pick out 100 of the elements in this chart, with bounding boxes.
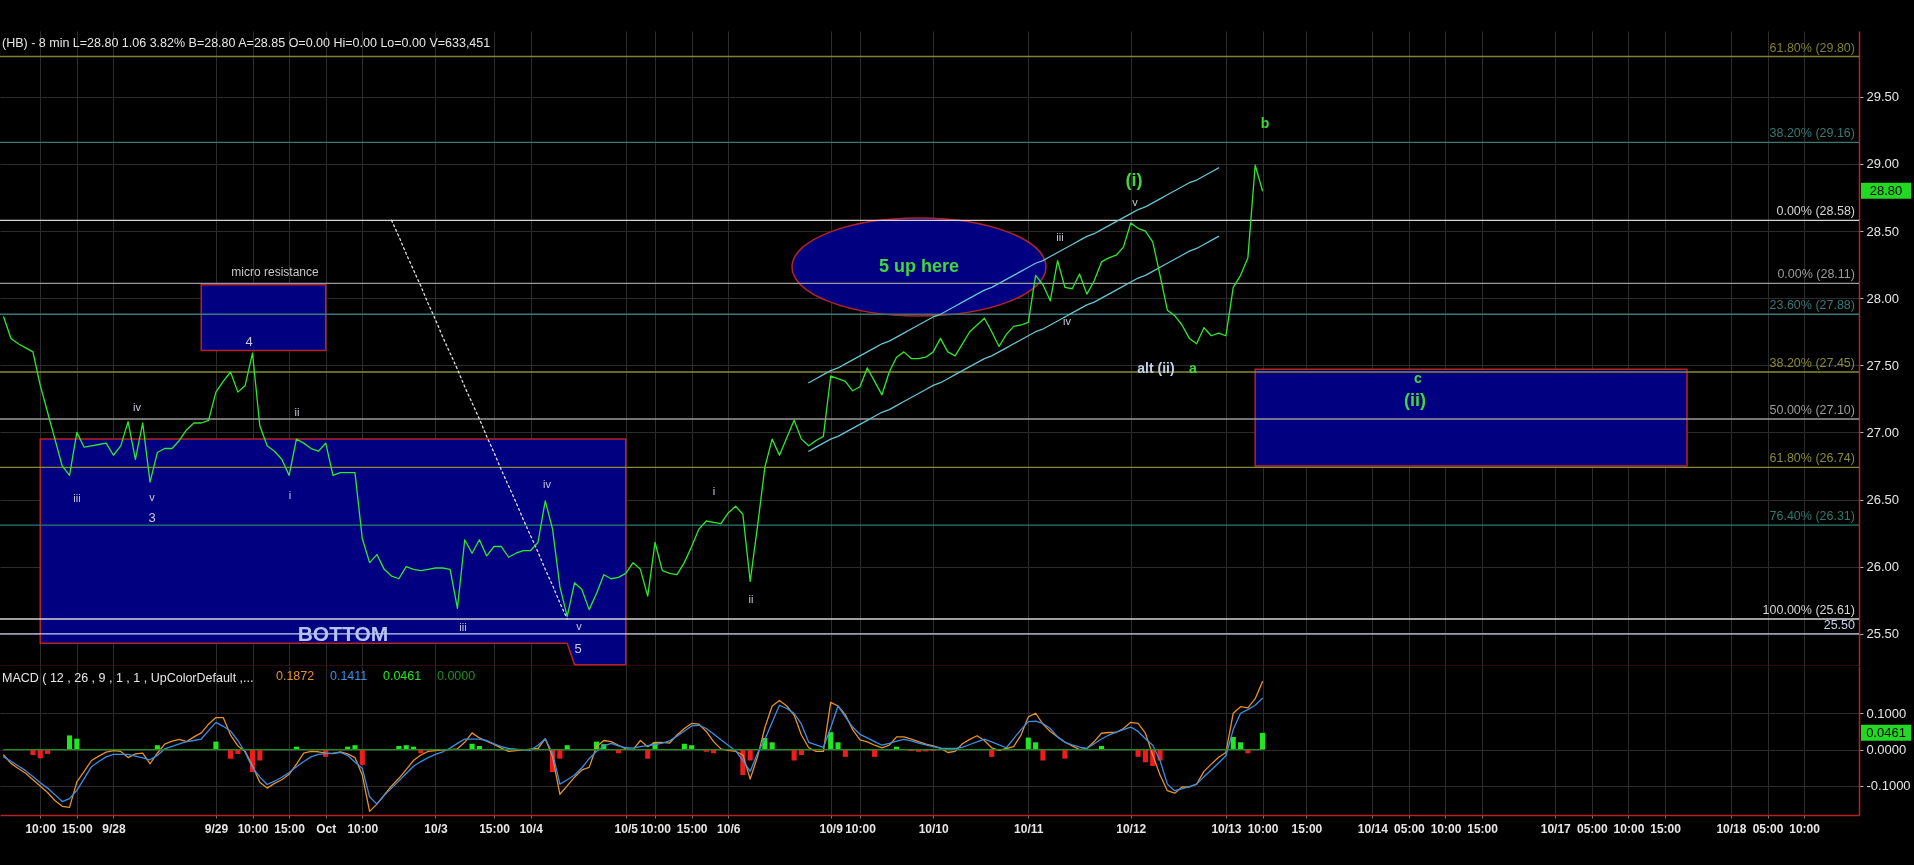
- bar: [842, 749, 848, 757]
- annotation: iv: [543, 478, 552, 490]
- text: 0.0000: [436, 669, 476, 684]
- x-tick-label: 05:00: [1577, 821, 1609, 836]
- x-tick-label: 10/13: [1211, 821, 1242, 836]
- chart-title: MACD ( 12 , 26 , 9 , 1 , 1 , UpColorDefault ,...: [2, 670, 254, 685]
- line-series: [808, 167, 1220, 384]
- x-tick-label: 10:00: [1247, 821, 1279, 836]
- text: 28.80: [1869, 182, 1903, 198]
- annotation: 5 up here: [878, 256, 960, 276]
- bar: [1062, 749, 1068, 759]
- bar: [1135, 749, 1141, 757]
- annotation: iii: [73, 492, 81, 504]
- annotation: ii: [294, 406, 300, 418]
- ref-line-label: 61.80% (29.80): [1769, 40, 1855, 55]
- annotation: c: [1414, 370, 1423, 386]
- ref-line-label: 76.40% (26.31): [1769, 509, 1855, 524]
- ref-line-label: 50.00% (27.10): [1769, 402, 1855, 417]
- bar: [66, 735, 73, 750]
- annotation: v: [1132, 196, 1139, 208]
- x-tick-label: 10/12: [1116, 821, 1147, 836]
- line-series: [3, 697, 1264, 805]
- text: 0.0461: [382, 669, 422, 684]
- y-tick-label: 26.50: [1866, 492, 1900, 508]
- x-tick-label: 05:00: [1752, 821, 1784, 836]
- bar: [645, 749, 651, 759]
- y-tick-label: 0.0000: [1866, 742, 1907, 758]
- annotation: v: [149, 491, 156, 503]
- y-tick-label: 0.1000: [1866, 705, 1907, 721]
- ref-line-label: 38.20% (29.16): [1769, 126, 1855, 141]
- y-tick-label: 29.50: [1866, 89, 1900, 105]
- bar: [1025, 737, 1031, 750]
- bar: [557, 749, 563, 759]
- bar: [1142, 749, 1148, 763]
- annotation: iv: [1063, 315, 1072, 327]
- y-tick-label: 28.50: [1866, 223, 1900, 239]
- x-tick-label: 15:00: [62, 821, 94, 836]
- x-tick-label: 10/4: [519, 821, 544, 836]
- bar: [989, 749, 995, 757]
- ref-line-label: 100.00% (25.61): [1762, 603, 1855, 618]
- ref-line-label: 61.80% (26.74): [1769, 451, 1855, 466]
- x-tick-label: 10/5: [614, 821, 639, 836]
- x-tick-label: 10/11: [1014, 821, 1044, 836]
- annotation: v: [576, 620, 583, 632]
- bar: [235, 749, 241, 754]
- annotation: iii: [459, 621, 467, 633]
- x-tick-label: 15:00: [1291, 821, 1323, 836]
- x-tick-label: Oct: [316, 821, 337, 836]
- annotation: alt (ii): [1137, 360, 1175, 376]
- bar: [1040, 749, 1046, 761]
- annotation: (ii): [1404, 390, 1426, 410]
- annotation: 3: [148, 510, 156, 525]
- x-tick-label: 10:00: [25, 821, 57, 836]
- x-tick-label: 05:00: [1394, 821, 1426, 836]
- bar: [1259, 732, 1266, 750]
- annotation: ii: [748, 593, 754, 605]
- annotation: 4: [245, 334, 253, 349]
- x-tick-label: 10:00: [1789, 821, 1821, 836]
- y-tick-label: 29.00: [1866, 156, 1900, 172]
- x-tick-label: 10/3: [424, 821, 448, 836]
- annotation: (i): [1125, 170, 1143, 190]
- x-tick-label: 15:00: [479, 821, 511, 836]
- x-tick-label: 10:00: [1613, 821, 1645, 836]
- text: 0.1411: [329, 669, 368, 684]
- y-tick-label: 27.00: [1866, 424, 1900, 440]
- line-series: [808, 235, 1220, 452]
- x-tick-label: 10:00: [640, 821, 672, 836]
- ref-line-label: 23.60% (27.88): [1769, 298, 1855, 313]
- ref-line-label: 25.50: [1823, 617, 1856, 632]
- x-tick-label: 10/10: [918, 821, 949, 836]
- x-tick-label: 10:00: [347, 821, 379, 836]
- x-tick-label: 10/9: [819, 821, 844, 836]
- annotation: i: [288, 489, 292, 501]
- y-tick-label: 27.50: [1866, 357, 1900, 373]
- annotation: iii: [1056, 231, 1064, 243]
- annotation: b: [1260, 115, 1270, 131]
- y-tick-label: -0.1000: [1866, 778, 1911, 794]
- x-tick-label: 9/28: [102, 821, 126, 836]
- x-tick-label: 10/6: [717, 821, 741, 836]
- x-tick-label: 10:00: [845, 821, 877, 836]
- x-tick-label: 10/14: [1357, 821, 1389, 836]
- annotation: 5: [574, 641, 582, 656]
- line-series: [3, 164, 1264, 617]
- bar: [359, 749, 365, 765]
- y-tick-label: 28.00: [1866, 290, 1900, 306]
- bar: [872, 749, 878, 757]
- x-tick-label: 10:00: [1430, 821, 1462, 836]
- x-tick-label: 15:00: [676, 821, 708, 836]
- x-tick-label: 10/18: [1716, 821, 1747, 836]
- x-tick-label: 15:00: [274, 821, 306, 836]
- annotation: i: [712, 485, 716, 497]
- text: 0.0461: [1866, 724, 1906, 740]
- annotation: micro resistance: [231, 265, 319, 279]
- ref-line-label: 38.20% (27.45): [1769, 355, 1855, 370]
- x-tick-label: 15:00: [1467, 821, 1499, 836]
- x-tick-label: 10/17: [1540, 821, 1572, 836]
- bar: [227, 749, 234, 759]
- bar: [45, 749, 51, 754]
- ref-line-label: 0.00% (28.58): [1776, 204, 1855, 219]
- ref-line-label: 0.00% (28.11): [1777, 267, 1855, 282]
